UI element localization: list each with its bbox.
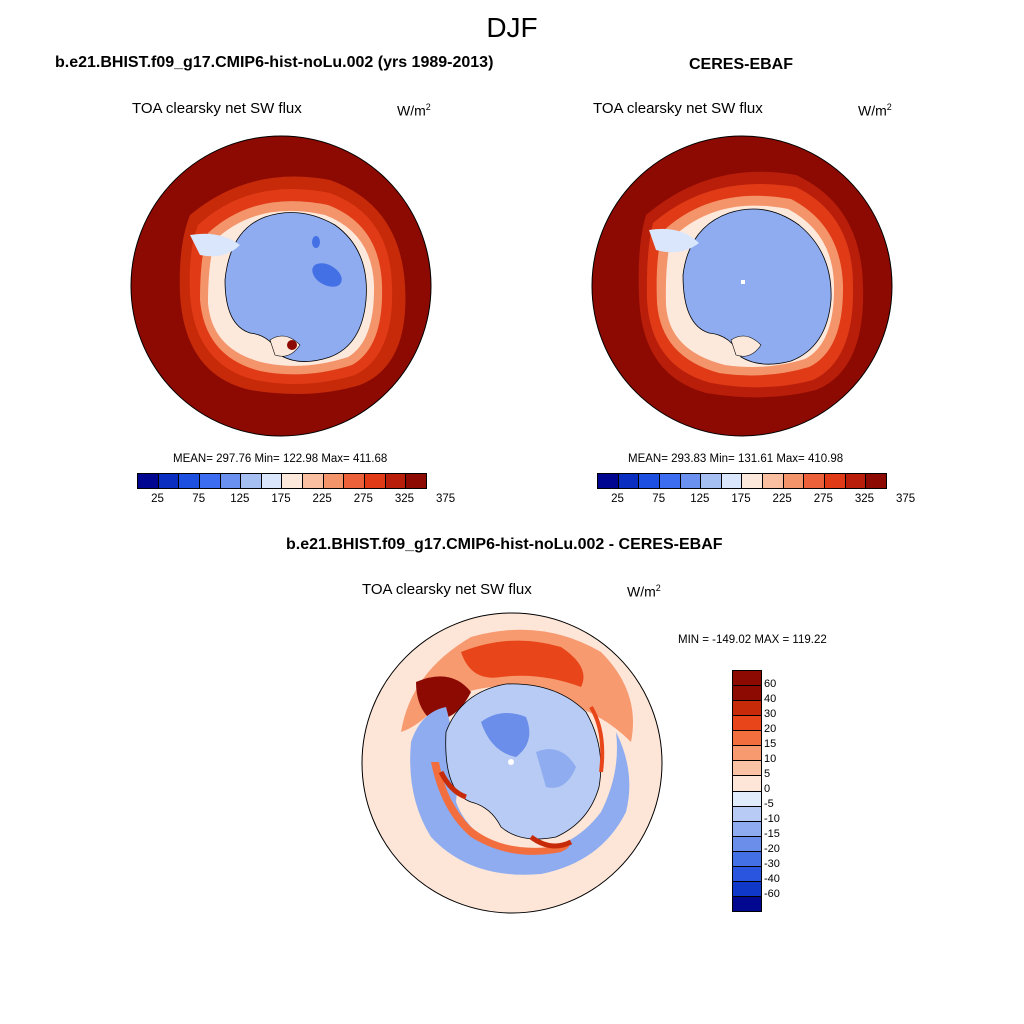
colorbar-swatch [733, 791, 761, 807]
colorbar-swatch [733, 761, 761, 777]
colorbar-tick-label: 275 [813, 493, 833, 505]
colorbar-tick-label: 125 [690, 493, 710, 505]
colorbar-swatch [598, 474, 619, 488]
colorbar-swatch [733, 806, 761, 822]
colorbar-swatch [763, 474, 784, 488]
colorbar-swatch [406, 474, 426, 488]
obs-stats: MEAN= 293.83 Min= 131.61 Max= 410.98 [628, 453, 844, 465]
diff-colorbar-ticks: 60 40 30 20 15 10 5 0 -5 -10 -15 -20 -30 -40 -60 [764, 670, 804, 910]
colorbar-swatch [344, 474, 366, 488]
obs-colorbar [597, 473, 887, 489]
colorbar-swatch [733, 671, 761, 687]
colorbar-swatch [303, 474, 324, 488]
colorbar-swatch [282, 474, 304, 488]
colorbar-tick-label: 20 [764, 723, 777, 735]
colorbar-swatch [733, 746, 761, 762]
colorbar-tick-label: 5 [764, 768, 771, 780]
model-stats: MEAN= 297.76 Min= 122.98 Max= 411.68 [173, 453, 388, 465]
colorbar-tick-label: 75 [192, 493, 206, 505]
colorbar-tick-label: 275 [353, 493, 373, 505]
diff-stats: MIN = -149.02 MAX = 119.22 [678, 634, 827, 646]
colorbar-swatch [733, 821, 761, 837]
colorbar-swatch [618, 474, 640, 488]
colorbar-tick-label: 175 [271, 493, 291, 505]
colorbar-swatch [241, 474, 262, 488]
colorbar-swatch [742, 474, 764, 488]
colorbar-swatch [783, 474, 805, 488]
colorbar-tick-label: -5 [764, 798, 774, 810]
colorbar-tick-label: 75 [652, 493, 666, 505]
season-title: DJF [486, 12, 538, 43]
colorbar-tick-label: -40 [764, 873, 780, 885]
obs-variable-label: TOA clearsky net SW flux [593, 100, 763, 117]
colorbar-swatch [733, 881, 761, 897]
colorbar-tick-label: 325 [854, 493, 875, 505]
colorbar-tick-label: 60 [764, 678, 777, 690]
colorbar-swatch [733, 836, 761, 852]
colorbar-tick-label: 40 [764, 693, 777, 705]
colorbar-swatch [158, 474, 180, 488]
diff-map [361, 612, 663, 914]
colorbar-tick-label: -10 [764, 813, 780, 825]
colorbar-swatch [733, 896, 761, 911]
colorbar-tick-label: 30 [764, 708, 777, 720]
model-colorbar-ticks: 25 75 125 175 225 275 325 375 [137, 493, 455, 509]
colorbar-swatch [804, 474, 826, 488]
colorbar-tick-label: 225 [772, 493, 792, 505]
colorbar-tick-label: 15 [764, 738, 777, 750]
colorbar-swatch [199, 474, 221, 488]
colorbar-swatch [733, 866, 761, 882]
diff-panel-title: b.e21.BHIST.f09_g17.CMIP6-hist-noLu.002 … [286, 536, 723, 553]
obs-panel-title: CERES-EBAF [689, 56, 794, 73]
diff-colorbar [732, 670, 762, 912]
colorbar-tick-label: 25 [611, 493, 624, 505]
obs-units-label: W/m2 [858, 102, 892, 119]
colorbar-swatch [721, 474, 743, 488]
colorbar-tick-label: 10 [764, 753, 777, 765]
colorbar-tick-label: -60 [764, 888, 780, 900]
colorbar-swatch [365, 474, 386, 488]
colorbar-swatch [825, 474, 846, 488]
colorbar-tick-label: -15 [764, 828, 780, 840]
colorbar-tick-label: 375 [895, 493, 916, 505]
colorbar-swatch [323, 474, 345, 488]
colorbar-tick-label: -30 [764, 858, 780, 870]
colorbar-swatch [866, 474, 886, 488]
obs-colorbar-ticks: 25 75 125 175 225 275 325 375 [597, 493, 915, 509]
colorbar-swatch [733, 686, 761, 702]
colorbar-swatch [179, 474, 200, 488]
colorbar-tick-label: 175 [731, 493, 751, 505]
colorbar-swatch [733, 701, 761, 717]
obs-map [591, 135, 893, 437]
model-variable-label: TOA clearsky net SW flux [132, 100, 302, 117]
colorbar-tick-label: 375 [435, 493, 456, 505]
colorbar-swatch [659, 474, 681, 488]
colorbar-swatch [138, 474, 159, 488]
colorbar-tick-label: 125 [230, 493, 250, 505]
colorbar-tick-label: -20 [764, 843, 780, 855]
colorbar-swatch [733, 716, 761, 732]
colorbar-swatch [220, 474, 242, 488]
colorbar-swatch [733, 731, 761, 747]
model-units-label: W/m2 [397, 102, 431, 119]
colorbar-swatch [261, 474, 283, 488]
diff-variable-label: TOA clearsky net SW flux [362, 581, 532, 598]
colorbar-tick-label: 25 [151, 493, 164, 505]
colorbar-tick-label: 325 [394, 493, 415, 505]
colorbar-swatch [733, 851, 761, 867]
colorbar-swatch [845, 474, 867, 488]
model-panel-title: b.e21.BHIST.f09_g17.CMIP6-hist-noLu.002 … [55, 54, 494, 71]
model-colorbar [137, 473, 427, 489]
model-map [130, 135, 432, 437]
colorbar-swatch [733, 776, 761, 792]
colorbar-tick-label: 225 [312, 493, 332, 505]
colorbar-swatch [680, 474, 702, 488]
diff-units-label: W/m2 [627, 583, 661, 600]
colorbar-swatch [639, 474, 660, 488]
colorbar-swatch [385, 474, 407, 488]
colorbar-tick-label: 0 [764, 783, 771, 795]
colorbar-swatch [701, 474, 722, 488]
